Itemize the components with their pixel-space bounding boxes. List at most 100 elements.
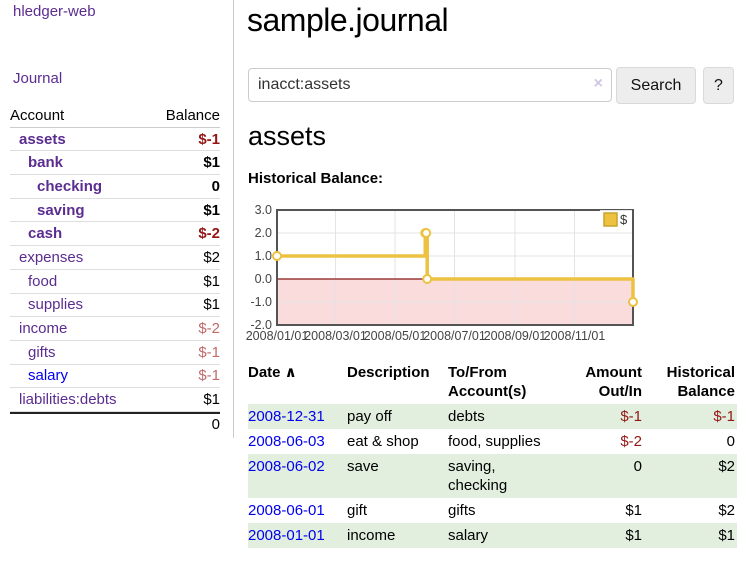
account-balance: $1 bbox=[203, 272, 220, 290]
y-axis-tick-label: 3.0 bbox=[255, 203, 272, 217]
transaction-amount: 0 bbox=[560, 454, 644, 498]
account-balance: $1 bbox=[203, 391, 220, 409]
account-row: supplies $1 bbox=[10, 294, 220, 318]
account-link-food[interactable]: food bbox=[28, 272, 58, 290]
transaction-balance: $2 bbox=[644, 454, 737, 498]
transaction-amount: $1 bbox=[625, 502, 642, 519]
data-point-marker bbox=[421, 228, 432, 238]
y-axis-tick-label: -1.0 bbox=[250, 295, 272, 309]
account-heading: assets bbox=[248, 121, 327, 151]
x-axis-tick-label: 2008/03/01 bbox=[304, 329, 367, 343]
data-point-marker bbox=[272, 251, 282, 261]
register-row: 2008-01-01 income salary $1 $1 bbox=[248, 523, 737, 548]
transaction-balance: $1 bbox=[644, 523, 737, 548]
transaction-amount: $1 bbox=[560, 523, 644, 548]
transaction-description: eat & shop bbox=[347, 433, 419, 450]
transaction-description: save bbox=[347, 454, 448, 498]
account-link-supplies[interactable]: supplies bbox=[28, 296, 84, 314]
account-row: salary $-1 bbox=[10, 365, 220, 389]
transaction-date-link[interactable]: 2008-12-31 bbox=[248, 404, 347, 429]
search-button[interactable]: Search bbox=[616, 67, 696, 104]
account-link-liabilities-debts[interactable]: liabilities:debts bbox=[19, 391, 117, 409]
transaction-date-link[interactable]: 2008-01-01 bbox=[248, 523, 347, 548]
account-link-cash[interactable]: cash bbox=[28, 225, 63, 243]
account-link-assets[interactable]: assets bbox=[19, 130, 66, 148]
transaction-accounts: saving, checking bbox=[448, 454, 560, 498]
transaction-amount: $-1 bbox=[560, 404, 644, 429]
account-link-income[interactable]: income bbox=[19, 320, 68, 338]
account-row: expenses $2 bbox=[10, 246, 220, 270]
account-row: checking 0 bbox=[10, 175, 220, 199]
register-header-description: Description bbox=[347, 364, 430, 381]
y-axis-tick-label: 0.0 bbox=[255, 272, 272, 286]
transaction-amount: $-2 bbox=[620, 433, 642, 450]
account-column-header: Account bbox=[10, 106, 65, 124]
account-balance: 0 bbox=[211, 177, 220, 195]
account-link-salary[interactable]: salary bbox=[28, 367, 69, 385]
search-form: × bbox=[248, 68, 612, 102]
sidebar-divider bbox=[233, 0, 234, 438]
transaction-description: gift bbox=[347, 502, 368, 519]
x-axis-tick-label: 2008/09/01 bbox=[484, 329, 547, 343]
transaction-accounts: salary bbox=[448, 523, 560, 548]
app-brand-link[interactable]: hledger-web bbox=[13, 3, 96, 20]
x-axis-tick-label: 2008/07/01 bbox=[423, 329, 486, 343]
legend-label: $ bbox=[620, 212, 628, 227]
chart-title: Historical Balance: bbox=[248, 170, 384, 187]
transaction-description: income bbox=[347, 523, 448, 548]
register-header-date[interactable]: Date ∧ bbox=[248, 364, 297, 381]
transaction-date-link[interactable]: 2008-06-01 bbox=[248, 498, 347, 523]
account-row: cash $-2 bbox=[10, 222, 220, 247]
account-balance: $-1 bbox=[198, 130, 220, 148]
account-balance: $1 bbox=[203, 154, 220, 172]
sidebar-item-journal[interactable]: Journal bbox=[13, 70, 63, 87]
account-link-checking[interactable]: checking bbox=[37, 177, 103, 195]
transaction-date-link[interactable]: 2008-06-02 bbox=[248, 458, 325, 475]
account-row: liabilities:debts $1 bbox=[10, 388, 220, 412]
data-point-marker bbox=[628, 297, 638, 307]
transaction-accounts: food, supplies bbox=[448, 433, 541, 450]
x-axis-tick-label: 2008/01/01 bbox=[246, 329, 309, 343]
search-input[interactable] bbox=[248, 68, 612, 102]
legend-color-swatch bbox=[603, 212, 618, 227]
register-header-to-from: To/From Account(s) bbox=[448, 364, 527, 400]
account-total-row: 0 bbox=[10, 411, 220, 436]
y-axis-tick-label: 1.0 bbox=[255, 249, 272, 263]
account-link-gifts[interactable]: gifts bbox=[28, 343, 56, 361]
sort-ascending-icon[interactable]: ∧ bbox=[280, 364, 297, 381]
help-button[interactable]: ? bbox=[703, 67, 734, 104]
clear-search-icon[interactable]: × bbox=[593, 75, 603, 92]
account-tree: assets $-1 bank $1 checking 0 saving $1 cash $-2 e… bbox=[10, 128, 220, 412]
register-row: 2008-06-01 gift gifts $1 $2 bbox=[248, 498, 737, 523]
account-row: food $1 bbox=[10, 270, 220, 294]
register-table: Date ∧ Description To/From Account(s) Amoun… bbox=[248, 362, 737, 548]
account-balance: $-2 bbox=[198, 320, 220, 338]
account-table-header: Account Balance bbox=[10, 104, 220, 128]
x-axis-tick-label: 2008/05/01 bbox=[364, 329, 427, 343]
data-point-marker bbox=[422, 274, 433, 284]
account-row: bank $1 bbox=[10, 151, 220, 176]
page-title: sample.journal bbox=[247, 2, 449, 38]
transaction-date-link[interactable]: 2008-06-02 bbox=[248, 454, 347, 498]
account-link-bank[interactable]: bank bbox=[28, 154, 64, 172]
transaction-date-link[interactable]: 2008-12-31 bbox=[248, 408, 325, 425]
transaction-date-link[interactable]: 2008-06-01 bbox=[248, 502, 325, 519]
transaction-balance: 0 bbox=[726, 433, 735, 450]
register-header-historical: Historical Balance bbox=[666, 364, 735, 400]
account-balance: $1 bbox=[203, 201, 220, 219]
transaction-accounts: debts bbox=[448, 404, 560, 429]
account-link-expenses[interactable]: expenses bbox=[19, 248, 84, 266]
transaction-date-link[interactable]: 2008-06-03 bbox=[248, 429, 347, 454]
account-balance: $2 bbox=[203, 248, 220, 266]
balance-column-header: Balance bbox=[165, 106, 220, 124]
transaction-balance: $2 bbox=[718, 502, 735, 519]
transaction-accounts: gifts bbox=[448, 502, 476, 519]
plot-border bbox=[276, 209, 634, 326]
transaction-date-link[interactable]: 2008-01-01 bbox=[248, 527, 325, 544]
account-link-saving[interactable]: saving bbox=[37, 201, 85, 219]
account-row: gifts $-1 bbox=[10, 341, 220, 365]
account-row: income $-2 bbox=[10, 317, 220, 341]
transaction-date-link[interactable]: 2008-06-03 bbox=[248, 433, 325, 450]
transaction-balance: $-1 bbox=[644, 404, 737, 429]
x-axis-tick-label: 2008/11/01 bbox=[544, 329, 606, 343]
